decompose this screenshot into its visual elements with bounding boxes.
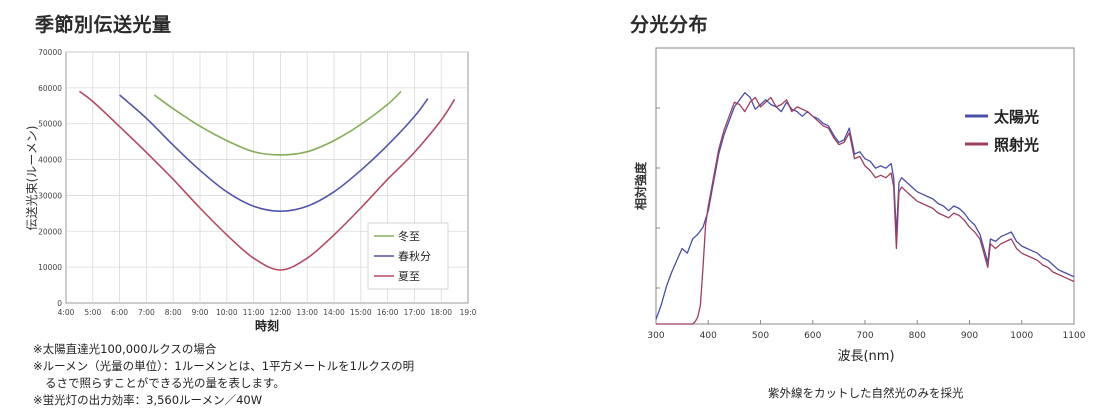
spectral-caption: 紫外線をカットした自然光のみを採光 [768, 386, 964, 400]
plot-area [655, 47, 1075, 325]
x-tick-label: 12:00 [270, 308, 292, 317]
x-tick-label: 14:00 [323, 308, 345, 317]
footnote: るさで照らすことができる光の量を表します。 [45, 376, 285, 390]
y-tick-label: 70000 [38, 48, 62, 57]
x-tick-label: 13:00 [296, 308, 318, 317]
x-tick-label: 7:00 [138, 308, 155, 317]
y-tick-label: 60000 [38, 84, 62, 93]
chart-title-seasonal: 季節別伝送光量 [35, 14, 172, 36]
x-tick-label: 15:00 [350, 308, 372, 317]
y-tick-label: 30000 [38, 191, 62, 200]
x-tick-label: 8:00 [165, 308, 182, 317]
x-tick-label: 9:00 [192, 308, 209, 317]
y-tick-label: 40000 [38, 156, 62, 165]
x-tick-label: 400 [700, 331, 717, 341]
legend-entry: 照射光 [994, 136, 1039, 154]
x-axis-label: 時刻 [255, 318, 279, 333]
x-axis-label: 波長(nm) [837, 349, 894, 364]
series-line-0 [153, 90, 402, 156]
spectral-distribution-chart: 300 400 500 600 700 800 900 1000 1100 相対強度 波長(nm… [633, 47, 1086, 364]
y-tick-label: 0 [57, 299, 62, 308]
x-tick-label: 11:00 [243, 308, 265, 317]
x-tick-label: 5:00 [84, 308, 101, 317]
series-line-1 [119, 94, 429, 213]
y-tick-label: 10000 [38, 263, 62, 272]
y-tick-label: 20000 [38, 227, 62, 236]
legend-entry: 太陽光 [994, 108, 1039, 126]
x-tick-label: 17:00 [404, 308, 426, 317]
y-tick-label: 50000 [38, 120, 62, 129]
x-tick-label: 19:0 [460, 308, 477, 317]
x-tick-label: 700 [856, 331, 873, 341]
legend-entry: 春秋分 [398, 249, 431, 263]
x-tick-label: 18:00 [430, 308, 452, 317]
x-tick-label: 1000 [1010, 331, 1033, 341]
x-tick-label: 600 [804, 331, 821, 341]
footnote: ※太陽直達光100,000ルクスの場合 [33, 342, 217, 356]
x-tick-label: 10:00 [216, 308, 238, 317]
footnote: ※ルーメン（光量の単位）：1ルーメンとは、1平方メートルを1ルクスの明 [33, 359, 415, 373]
x-tick-label: 16:00 [377, 308, 399, 317]
x-tick-label: 500 [752, 331, 769, 341]
x-tick-label: 4:00 [58, 308, 75, 317]
x-tick-label: 900 [961, 331, 978, 341]
seasonal-light-chart: 0 10000 20000 30000 40000 50000 60000 70000 4:0… [24, 48, 477, 333]
legend-entry: 夏至 [398, 270, 420, 283]
series-line-1 [656, 96, 1075, 325]
footnote: ※蛍光灯の出力効率：3,560ルーメン／40W [33, 393, 263, 407]
y-axis-label: 伝送光束(ルーメン) [24, 126, 39, 231]
footnotes: ※太陽直達光100,000ルクスの場合 ※ルーメン（光量の単位）：1ルーメンとは… [33, 341, 503, 409]
x-tick-label: 6:00 [111, 308, 128, 317]
y-axis-label: 相対強度 [633, 161, 648, 210]
x-tick-label: 1100 [1063, 331, 1086, 341]
chart-title-spectral: 分光分布 [630, 14, 709, 36]
series-line-2 [78, 90, 456, 271]
x-tick-label: 300 [647, 331, 664, 341]
x-tick-label: 800 [909, 331, 926, 341]
legend-entry: 冬至 [398, 229, 420, 243]
series-line-0 [655, 92, 1075, 320]
